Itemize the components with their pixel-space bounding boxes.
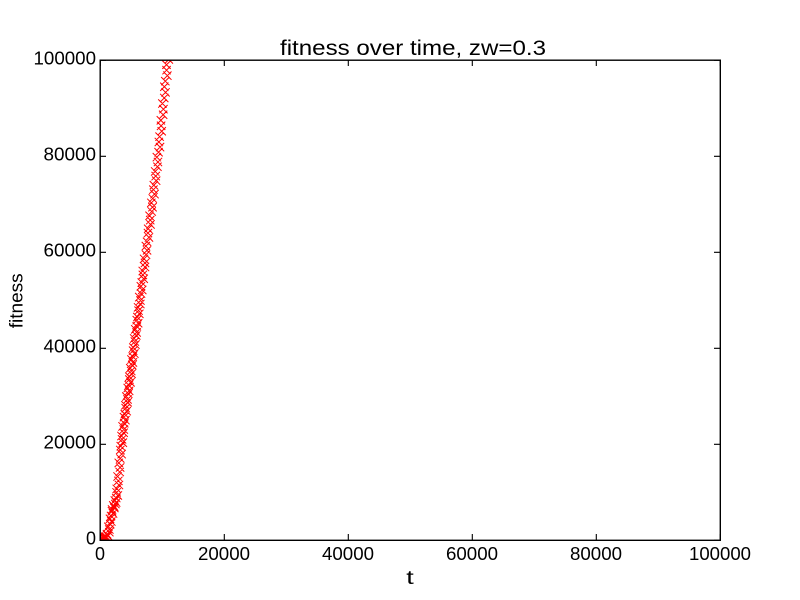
svg-text:0: 0 bbox=[95, 544, 105, 564]
svg-text:40000: 40000 bbox=[44, 337, 97, 357]
svg-text:t: t bbox=[406, 567, 414, 589]
svg-text:100000: 100000 bbox=[689, 544, 751, 564]
svg-text:20000: 20000 bbox=[44, 433, 97, 453]
svg-text:80000: 80000 bbox=[570, 544, 622, 564]
svg-text:60000: 60000 bbox=[446, 544, 498, 564]
svg-text:100000: 100000 bbox=[34, 49, 97, 69]
svg-text:40000: 40000 bbox=[322, 544, 374, 564]
svg-text:80000: 80000 bbox=[44, 145, 97, 165]
svg-text:0: 0 bbox=[86, 529, 96, 549]
svg-text:fitness over time, zw=0.3: fitness over time, zw=0.3 bbox=[280, 36, 546, 60]
svg-text:fitness: fitness bbox=[7, 273, 27, 328]
svg-text:20000: 20000 bbox=[198, 544, 250, 564]
svg-text:60000: 60000 bbox=[44, 241, 97, 261]
